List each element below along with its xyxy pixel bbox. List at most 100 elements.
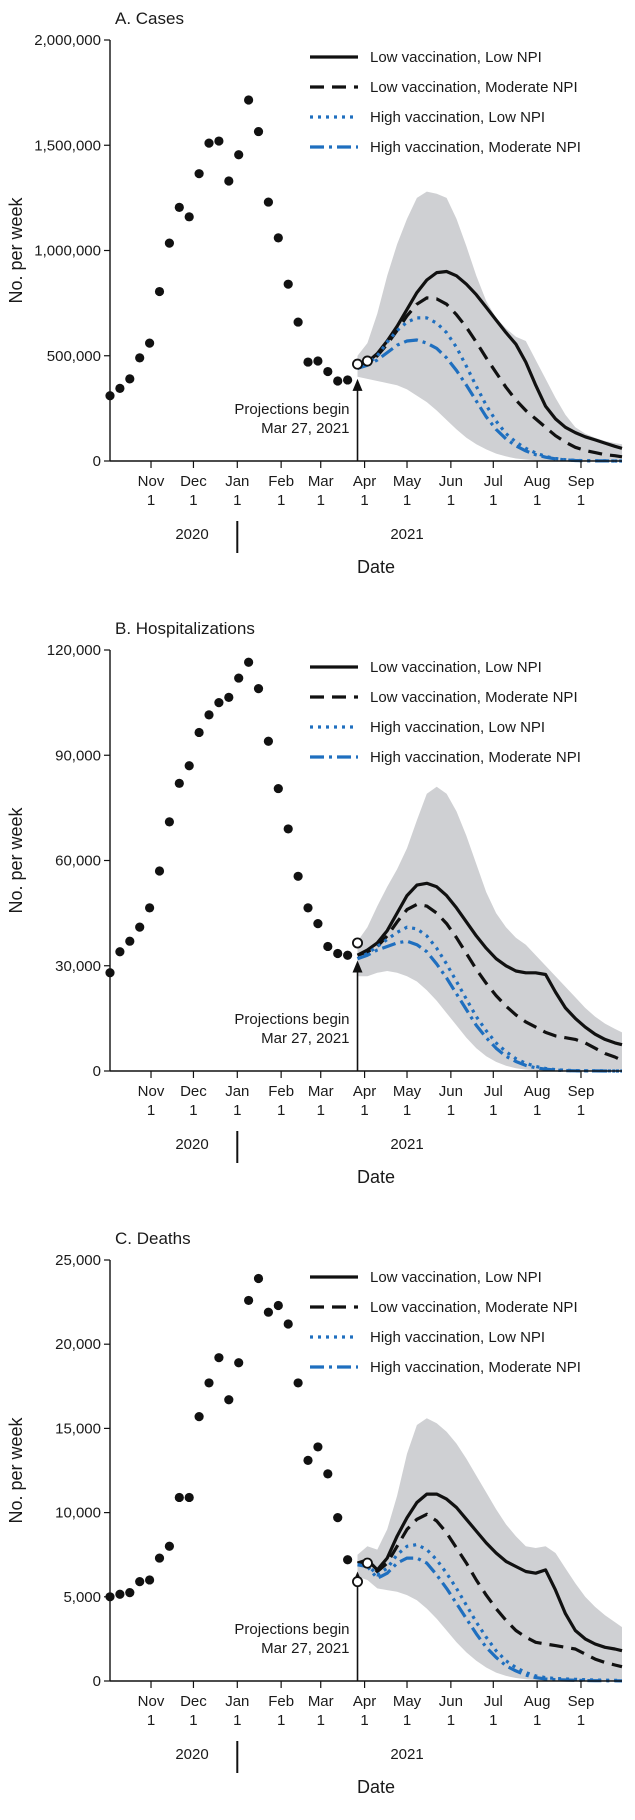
x-tick-month: Sep xyxy=(568,473,595,490)
deaths-chart: C. Deaths 0 5,000 10,000 15,000 20,000 25,000 N… xyxy=(6,1229,623,1797)
x-tick-day: 1 xyxy=(233,492,241,509)
y-axis-label: No. per week xyxy=(6,1416,26,1523)
y-tick-label: 25,000 xyxy=(55,1252,101,1269)
y-tick-label: 500,000 xyxy=(47,348,101,365)
x-tick-month: Jun xyxy=(439,1693,463,1710)
legend-label-3: High vaccination, Low NPI xyxy=(370,1329,545,1346)
observed-point xyxy=(293,317,303,327)
observed-point xyxy=(253,126,264,137)
observed-point xyxy=(184,761,194,771)
observed-point-open xyxy=(361,355,373,367)
panel-hospitalizations: B. Hospitalizations 0 30,000 60,000 90,000 12… xyxy=(0,610,635,1210)
x-tick-day: 1 xyxy=(403,1712,411,1729)
series-line-2 xyxy=(357,1512,623,1669)
x-tick-month: Aug xyxy=(524,473,551,490)
observed-point xyxy=(135,922,145,932)
observed-point xyxy=(154,286,165,297)
x-tick-month: Apr xyxy=(353,1083,376,1100)
annotation-line-2: Mar 27, 2021 xyxy=(261,1640,349,1657)
x-axis-label: Date xyxy=(357,1167,395,1187)
observed-point xyxy=(234,673,244,683)
year-label: 2020 xyxy=(175,1136,208,1153)
x-tick-day: 1 xyxy=(577,1102,585,1119)
observed-point xyxy=(263,197,274,207)
year-label: 2021 xyxy=(390,1746,423,1763)
y-tick-label: 0 xyxy=(93,453,101,470)
hospitalizations-chart: B. Hospitalizations030,00060,00090,00012… xyxy=(6,619,623,1187)
observed-point xyxy=(125,1587,135,1598)
x-tick-day: 1 xyxy=(447,492,455,509)
annotation-line-2: Mar 27, 2021 xyxy=(261,420,349,437)
x-tick-month: Nov xyxy=(138,1083,165,1100)
observed-point xyxy=(164,1541,175,1551)
observed-point xyxy=(115,383,125,393)
x-tick-month: Jul xyxy=(484,1083,503,1100)
x-tick-month: Sep xyxy=(568,1693,595,1710)
series-line-3 xyxy=(356,925,622,1073)
observed-point xyxy=(115,1589,125,1599)
observed-point xyxy=(343,1555,353,1565)
x-tick-day: 1 xyxy=(447,1102,455,1119)
y-tick-label: 10,000 xyxy=(55,1505,101,1522)
observed-point xyxy=(343,375,353,385)
y-tick-label: 120,000 xyxy=(47,642,101,659)
observed-point xyxy=(253,1273,264,1284)
x-tick-month: Aug xyxy=(524,1693,551,1710)
observed-point xyxy=(184,212,194,222)
observed-point xyxy=(105,391,115,401)
x-tick-month: Apr xyxy=(353,473,376,490)
observed-point xyxy=(214,136,224,146)
x-tick-day: 1 xyxy=(147,492,155,509)
observed-point xyxy=(164,817,175,827)
annotation-line-2: Mar 27, 2021 xyxy=(261,1030,349,1047)
observed-point xyxy=(244,1295,254,1306)
x-tick-month: May xyxy=(393,473,422,490)
x-tick-day: 1 xyxy=(403,1102,411,1119)
x-tick-month: Nov xyxy=(138,1693,165,1710)
x-tick-day: 1 xyxy=(489,1102,497,1119)
observed-point-open xyxy=(352,358,364,370)
legend-label-2: Low vaccination, Moderate NPI xyxy=(370,79,578,96)
observed-point-open xyxy=(361,1557,373,1569)
observed-point xyxy=(145,1575,155,1585)
x-tick-day: 1 xyxy=(189,492,197,509)
observed-point xyxy=(263,1307,274,1317)
x-tick-month: Jun xyxy=(439,473,463,490)
series-line-2 xyxy=(356,296,623,459)
observed-point xyxy=(343,950,353,960)
x-tick-month: Mar xyxy=(308,1083,334,1100)
y-axis-label: No. per week xyxy=(6,196,26,303)
x-tick-month: Jan xyxy=(225,1083,249,1100)
series-line-1 xyxy=(356,1492,623,1653)
y-tick-label: 1,000,000 xyxy=(34,243,101,260)
observed-point xyxy=(164,238,175,248)
x-tick-month: Sep xyxy=(568,1083,595,1100)
y-tick-label: 30,000 xyxy=(55,958,101,975)
x-tick-month: Jun xyxy=(439,1083,463,1100)
observed-point xyxy=(333,376,343,386)
uncertainty-band xyxy=(357,786,622,1071)
y-tick-label: 1,500,000 xyxy=(34,137,101,154)
x-tick-day: 1 xyxy=(403,492,411,509)
observed-point xyxy=(293,871,303,881)
legend-label-1: Low vaccination, Low NPI xyxy=(370,49,542,66)
y-tick-label: 0 xyxy=(93,1063,101,1080)
observed-point xyxy=(135,1577,145,1587)
legend-label-2: Low vaccination, Moderate NPI xyxy=(370,1299,578,1316)
observed-point xyxy=(154,1553,165,1563)
observed-point xyxy=(194,169,204,179)
legend-label-1: Low vaccination, Low NPI xyxy=(370,659,542,676)
observed-point xyxy=(283,824,293,834)
x-tick-day: 1 xyxy=(533,1102,541,1119)
x-tick-day: 1 xyxy=(233,1102,241,1119)
chart-title: A. Cases xyxy=(115,9,184,28)
observed-point xyxy=(194,727,204,738)
uncertainty-band xyxy=(357,191,622,461)
x-tick-month: Feb xyxy=(268,473,294,490)
observed-point xyxy=(333,948,343,959)
observed-point xyxy=(303,357,313,367)
x-tick-day: 1 xyxy=(489,492,497,509)
x-axis-label: Date xyxy=(357,557,395,577)
projection-arrow-head xyxy=(352,960,363,973)
